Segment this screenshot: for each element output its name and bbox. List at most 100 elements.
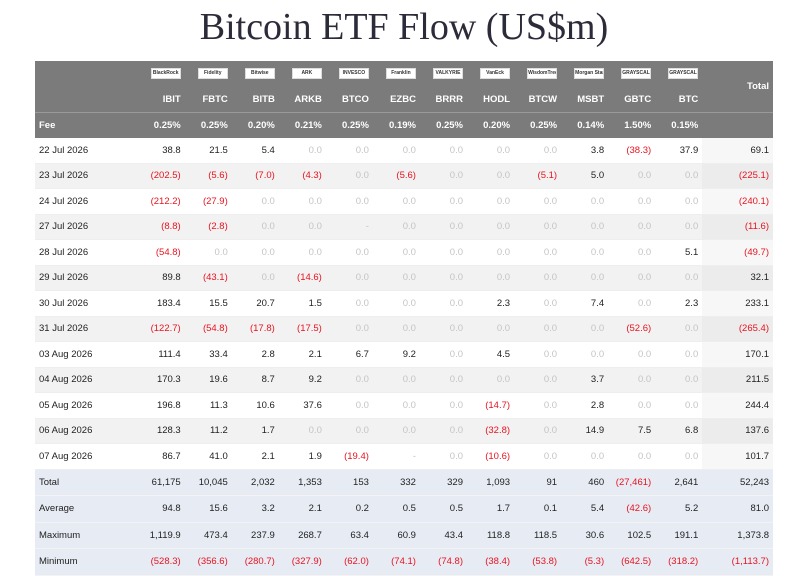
summary-cell: 0.5 bbox=[419, 495, 467, 523]
summary-cell: (356.6) bbox=[184, 548, 232, 576]
flow-cell: 0.0 bbox=[608, 214, 656, 240]
flow-cell: 0.0 bbox=[278, 188, 326, 215]
summary-row: Maximum 1,119.9 473.4 237.9 268.7 63.4 60.9 43.… bbox=[35, 522, 773, 549]
flow-cell: 37.9 bbox=[655, 138, 703, 164]
issuer-logo-cell: INVESCO bbox=[325, 61, 373, 86]
summary-cell: 3.2 bbox=[231, 495, 279, 523]
flow-cell: 2.3 bbox=[655, 290, 703, 317]
flow-cell: 196.8 bbox=[137, 392, 185, 419]
fee-value: 0.25% bbox=[419, 112, 467, 138]
issuer-logo-cell: BlackRock bbox=[137, 61, 185, 86]
row-total: (265.4) bbox=[702, 316, 773, 342]
summary-cell: 332 bbox=[372, 469, 420, 496]
issuer-logo-cell: GRAYSCALE bbox=[655, 61, 703, 86]
flow-cell: 0.0 bbox=[467, 163, 515, 189]
flow-cell: 0.0 bbox=[608, 443, 656, 470]
ticker-header: HODL bbox=[467, 86, 515, 113]
issuer-logo-cell: VALKYRIE bbox=[419, 61, 467, 86]
ticker-header: FBTC bbox=[184, 86, 232, 113]
flow-cell: 0.0 bbox=[561, 214, 609, 240]
flow-cell: 0.0 bbox=[608, 265, 656, 291]
ticker-header: MSBT bbox=[561, 86, 609, 113]
flow-cell: 0.0 bbox=[514, 239, 562, 266]
summary-cell: 460 bbox=[561, 469, 609, 496]
flow-cell: 4.5 bbox=[467, 341, 515, 368]
flow-cell: 0.0 bbox=[372, 214, 420, 240]
table-row: 04 Aug 2026 170.3 19.6 8.7 9.2 0.0 0.0 0.0 0.0 0.… bbox=[35, 367, 773, 393]
summary-cell: 329 bbox=[419, 469, 467, 496]
summary-cell: (74.8) bbox=[419, 548, 467, 576]
summary-cell: 1.7 bbox=[467, 495, 515, 523]
issuer-logo-cell: ARK bbox=[278, 61, 326, 86]
flow-cell: 6.7 bbox=[325, 341, 373, 368]
flow-cell: 0.0 bbox=[655, 341, 703, 368]
flow-cell: (14.6) bbox=[278, 265, 326, 291]
flow-cell: 0.0 bbox=[608, 341, 656, 368]
summary-total: 1,373.8 bbox=[702, 522, 773, 549]
flow-cell: (2.8) bbox=[184, 214, 232, 240]
flow-cell: 0.0 bbox=[325, 163, 373, 189]
flow-cell: 0.0 bbox=[231, 239, 279, 266]
flow-cell: 0.0 bbox=[231, 265, 279, 291]
flow-cell: 0.0 bbox=[419, 418, 467, 444]
flow-cell: 0.0 bbox=[372, 316, 420, 342]
row-total: 170.1 bbox=[702, 341, 773, 368]
summary-cell: 2.1 bbox=[278, 495, 326, 523]
flow-cell: 0.0 bbox=[325, 316, 373, 342]
issuer-logo-cell: Morgan Stanley bbox=[561, 61, 609, 86]
flow-cell: 0.0 bbox=[514, 290, 562, 317]
flow-cell: 0.0 bbox=[419, 443, 467, 470]
flow-cell: 0.0 bbox=[419, 188, 467, 215]
summary-cell: 102.5 bbox=[608, 522, 656, 549]
flow-cell: 3.7 bbox=[561, 367, 609, 393]
table-row: 03 Aug 2026 111.4 33.4 2.8 2.1 6.7 9.2 0.0 4.5 0.… bbox=[35, 341, 773, 368]
flow-cell: 0.0 bbox=[372, 265, 420, 291]
summary-cell: 0.2 bbox=[325, 495, 373, 523]
table-row: 05 Aug 2026 196.8 11.3 10.6 37.6 0.0 0.0 0.0 (14… bbox=[35, 392, 773, 419]
flow-cell: 21.5 bbox=[184, 138, 232, 164]
flow-cell: 2.3 bbox=[467, 290, 515, 317]
summary-cell: 2,641 bbox=[655, 469, 703, 496]
ticker-header: EZBC bbox=[372, 86, 420, 113]
summary-cell: (74.1) bbox=[372, 548, 420, 576]
flow-cell: 0.0 bbox=[325, 367, 373, 393]
summary-cell: (318.2) bbox=[655, 548, 703, 576]
summary-total: 52,243 bbox=[702, 469, 773, 496]
row-total: 101.7 bbox=[702, 443, 773, 470]
flow-cell: 7.4 bbox=[561, 290, 609, 317]
fee-value: 0.25% bbox=[514, 112, 562, 138]
table-row: 06 Aug 2026 128.3 11.2 1.7 0.0 0.0 0.0 0.0 (32.8… bbox=[35, 418, 773, 444]
summary-total: 81.0 bbox=[702, 495, 773, 523]
flow-cell: (7.0) bbox=[231, 163, 279, 189]
flow-cell: 2.8 bbox=[561, 392, 609, 419]
flow-cell: 111.4 bbox=[137, 341, 185, 368]
flow-cell: 37.6 bbox=[278, 392, 326, 419]
flow-cell: 0.0 bbox=[514, 443, 562, 470]
flow-cell: 0.0 bbox=[419, 163, 467, 189]
flow-cell: 0.0 bbox=[372, 290, 420, 317]
issuer-logo-cell: Fidelity bbox=[184, 61, 232, 86]
flow-cell: 0.0 bbox=[325, 418, 373, 444]
ticker-header: BRRR bbox=[419, 86, 467, 113]
ticker-header: BTC bbox=[655, 86, 703, 113]
summary-cell: (642.5) bbox=[608, 548, 656, 576]
summary-cell: 15.6 bbox=[184, 495, 232, 523]
summary-cell: 1,353 bbox=[278, 469, 326, 496]
summary-cell: 5.2 bbox=[655, 495, 703, 523]
summary-cell: 153 bbox=[325, 469, 373, 496]
flow-cell: (8.8) bbox=[137, 214, 185, 240]
summary-cell: 63.4 bbox=[325, 522, 373, 549]
flow-cell: 1.9 bbox=[278, 443, 326, 470]
row-date: 05 Aug 2026 bbox=[35, 392, 138, 419]
summary-cell: (27,461) bbox=[608, 469, 656, 496]
summary-row: Total 61,175 10,045 2,032 1,353 153 332 329 1,09… bbox=[35, 469, 773, 496]
issuer-logo-cell: WisdomTree bbox=[514, 61, 562, 86]
flow-cell: 0.0 bbox=[325, 290, 373, 317]
issuer-logo-cell: GRAYSCALE bbox=[608, 61, 656, 86]
summary-cell: 1,093 bbox=[467, 469, 515, 496]
row-date: 31 Jul 2026 bbox=[35, 316, 138, 342]
flow-cell: 0.0 bbox=[372, 418, 420, 444]
flow-cell: 15.5 bbox=[184, 290, 232, 317]
table-row: 22 Jul 2026 38.8 21.5 5.4 0.0 0.0 0.0 0.0 0.0 0.0… bbox=[35, 138, 773, 164]
summary-label: Average bbox=[35, 495, 138, 523]
